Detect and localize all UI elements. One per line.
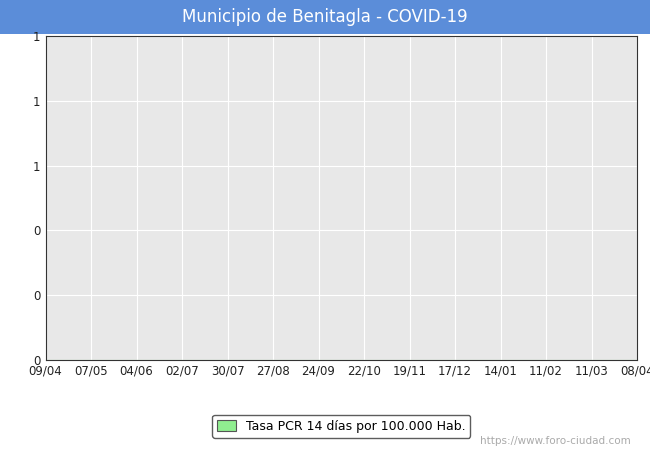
Legend: Tasa PCR 14 días por 100.000 Hab.: Tasa PCR 14 días por 100.000 Hab. [212,415,471,438]
Text: https://www.foro-ciudad.com: https://www.foro-ciudad.com [480,436,630,446]
Text: Municipio de Benitagla - COVID-19: Municipio de Benitagla - COVID-19 [182,8,468,26]
